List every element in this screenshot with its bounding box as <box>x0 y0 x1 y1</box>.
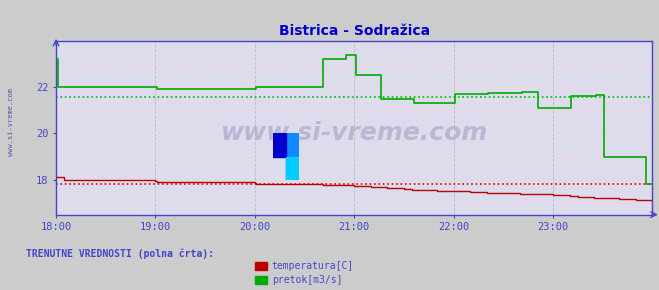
Polygon shape <box>286 157 299 180</box>
Title: Bistrica - Sodražica: Bistrica - Sodražica <box>279 24 430 38</box>
Legend: temperatura[C], pretok[m3/s]: temperatura[C], pretok[m3/s] <box>255 261 354 285</box>
Text: TRENUTNE VREDNOSTI (polna črta):: TRENUTNE VREDNOSTI (polna črta): <box>26 248 214 259</box>
Bar <box>273 133 286 157</box>
Text: www.si-vreme.com: www.si-vreme.com <box>221 121 488 145</box>
Text: www.si-vreme.com: www.si-vreme.com <box>8 88 14 156</box>
Bar <box>286 133 299 180</box>
